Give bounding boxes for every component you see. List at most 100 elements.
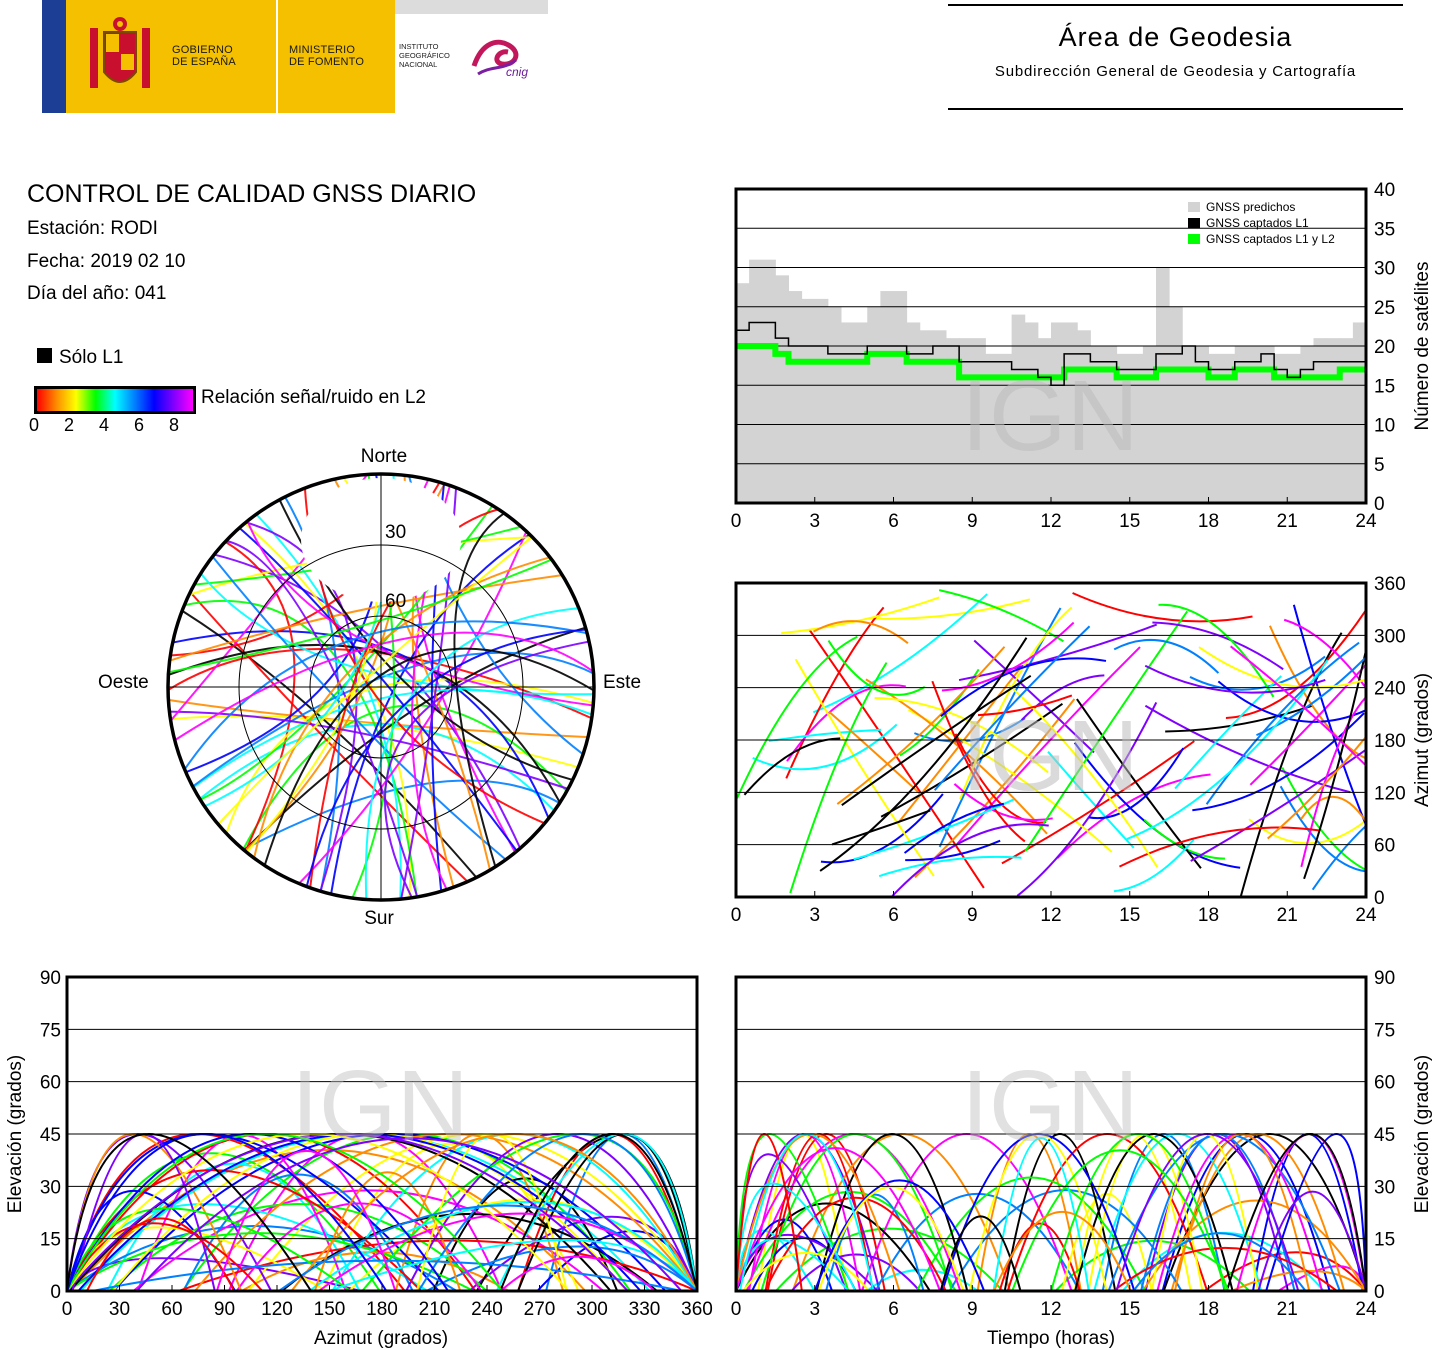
satellite-track (1256, 656, 1367, 737)
x-tick-label: 150 (314, 1299, 346, 1320)
label-east: Este (603, 672, 641, 693)
solo-l1-swatch (37, 348, 52, 363)
satellite-track (868, 598, 1031, 620)
ring-label-60: 60 (385, 591, 406, 612)
satellite-track (453, 512, 505, 867)
satellite-track (786, 684, 906, 762)
predicted-bar (893, 291, 908, 503)
x-tick-label: 12 (1040, 511, 1061, 532)
satellite-track (735, 1147, 941, 1292)
predicted-bar (1287, 353, 1301, 503)
satellite-track (940, 657, 1107, 718)
satellite-track (817, 1186, 965, 1292)
predicted-bar (1339, 338, 1354, 503)
predicted-bar (1077, 330, 1091, 503)
satellite-track (933, 625, 1091, 791)
satellite-track (819, 637, 1028, 872)
satellite-track (66, 1152, 381, 1292)
ministerio-logo-text: MINISTERIO DE FOMENTO (289, 44, 365, 68)
satellite-track (1292, 604, 1367, 826)
predicted-bar (906, 322, 921, 503)
satellite-track (735, 1182, 857, 1292)
satellite-track (1257, 1190, 1367, 1292)
satellite-track (215, 1149, 397, 1292)
predicted-bar (1169, 306, 1183, 503)
satellite-track (468, 1215, 698, 1292)
satellite-track (742, 1190, 957, 1292)
satellite-track (217, 536, 533, 826)
x-tick-label: 24 (1355, 1299, 1377, 1320)
satellite-track (874, 697, 1049, 774)
x-tick-label: 9 (967, 1299, 978, 1320)
satellite-track (1300, 696, 1367, 868)
x-tick-label: 3 (809, 1299, 820, 1320)
satellite-track (235, 1202, 483, 1292)
satellite-track (1119, 826, 1319, 868)
satellite-track (224, 540, 296, 852)
y-tick-label: 300 (1374, 626, 1406, 647)
y-tick-label: 0 (1374, 888, 1385, 909)
predicted-bar (801, 298, 816, 503)
label-west: Oeste (98, 672, 149, 693)
satellite-track (1189, 655, 1326, 691)
y-axis-label: Azimut (grados) (1412, 673, 1433, 807)
x-tick-label: 120 (261, 1299, 293, 1320)
satellite-track (1198, 646, 1367, 689)
x-axis-label: Azimut (grados) (314, 1328, 448, 1349)
satellite-track (831, 809, 931, 846)
satellite-track (1007, 683, 1159, 868)
satellite-track (899, 668, 980, 757)
satellite-track (330, 533, 531, 895)
satellite-track (106, 1162, 361, 1292)
satellite-track (1047, 751, 1135, 849)
y-tick-label: 10 (1374, 416, 1395, 437)
satellite-track (768, 728, 882, 743)
satellite-track (1054, 1239, 1251, 1292)
x-tick-label: 6 (888, 1299, 899, 1320)
satellite-track (238, 527, 518, 852)
legend-swatch-l1l2 (1188, 234, 1200, 244)
header-rule-top (948, 4, 1403, 6)
predicted-bar (827, 306, 842, 503)
y-tick-label: 0 (50, 1282, 61, 1303)
satellite-track (225, 539, 419, 898)
satellite-track (992, 1137, 1090, 1292)
satellite-track (813, 620, 909, 644)
area-title: Área de Geodesia (1058, 22, 1293, 52)
x-tick-label: 6 (888, 511, 899, 532)
satellite-track (328, 1239, 698, 1292)
satellite-track (752, 723, 898, 771)
satellite-track (66, 1222, 264, 1292)
predicted-bar (985, 353, 999, 503)
satellite-track (1132, 1232, 1307, 1292)
predicted-bar (919, 330, 934, 503)
satellite-track (168, 558, 553, 674)
x-tick-label: 3 (809, 511, 820, 532)
y-tick-label: 0 (1374, 494, 1385, 515)
satellite-track (1113, 638, 1220, 674)
legend-predicted: GNSS predichos (1206, 200, 1295, 214)
predicted-bar (762, 259, 776, 503)
y-tick-label: 120 (1374, 783, 1406, 804)
y-tick-label: 30 (1374, 1177, 1395, 1198)
satellite-track (790, 1253, 921, 1292)
predicted-bar (998, 353, 1013, 503)
satellite-track (135, 1137, 683, 1292)
y-tick-label: 15 (1374, 1230, 1395, 1251)
y-tick-label: 15 (40, 1230, 61, 1251)
x-tick-label: 18 (1198, 1299, 1219, 1320)
x-tick-label: 330 (629, 1299, 661, 1320)
satellite-track (828, 711, 922, 795)
satellite-track (298, 530, 528, 885)
satellite-track (1088, 747, 1185, 820)
y-tick-label: 25 (1374, 298, 1395, 319)
gobierno-logo-text: GOBIERNO DE ESPAÑA (172, 44, 236, 68)
x-tick-label: 15 (1119, 905, 1140, 926)
satellite-track (914, 717, 1026, 743)
snr-colorbar (34, 386, 196, 414)
x-tick-label: 12 (1040, 905, 1061, 926)
x-tick-label: 360 (681, 1299, 713, 1320)
satellite-track (1113, 838, 1195, 893)
